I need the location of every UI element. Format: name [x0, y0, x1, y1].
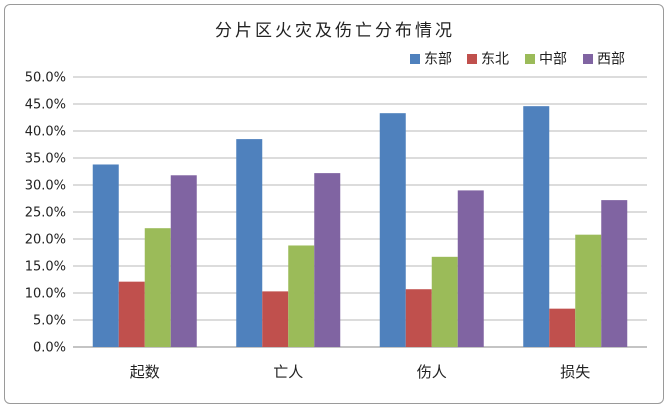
legend-label: 东北 — [481, 52, 509, 68]
y-tick-label: 0.0% — [33, 341, 66, 356]
legend-label: 东部 — [424, 52, 452, 68]
y-tick-label: 10.0% — [25, 287, 66, 302]
bar — [457, 190, 484, 347]
bar — [92, 164, 119, 347]
bar — [314, 173, 341, 347]
legend-label: 西部 — [597, 52, 625, 68]
bar — [118, 281, 145, 347]
chart-title: 分片区火灾及伤亡分布情况 — [215, 21, 455, 41]
x-category-label: 伤人 — [417, 363, 447, 381]
legend-swatch — [410, 54, 420, 64]
y-tick-label: 35.0% — [25, 152, 66, 167]
bars — [92, 106, 628, 348]
bar — [144, 228, 171, 347]
bar — [405, 289, 432, 347]
bar — [431, 256, 458, 347]
legend-swatch — [467, 54, 477, 64]
y-tick-label: 5.0% — [33, 314, 66, 329]
y-tick-label: 20.0% — [25, 233, 66, 248]
legend-label: 中部 — [539, 52, 567, 68]
y-tick-label: 50.0% — [25, 71, 66, 86]
x-category-label: 亡人 — [273, 363, 303, 381]
legend-swatch — [525, 54, 535, 64]
x-category-label: 损失 — [560, 363, 590, 381]
legend: 东部 东北 中部 西部 — [410, 52, 625, 68]
y-tick-label: 45.0% — [25, 98, 66, 113]
y-tick-label: 15.0% — [25, 260, 66, 275]
bar — [236, 139, 263, 347]
y-tick-label: 30.0% — [25, 179, 66, 194]
y-tick-label: 40.0% — [25, 125, 66, 140]
bar — [575, 234, 602, 347]
y-tick-label: 25.0% — [25, 206, 66, 221]
bar — [262, 291, 289, 347]
bar — [170, 175, 197, 347]
bar — [601, 200, 628, 347]
y-axis-ticks: 0.0% 5.0% 10.0% 15.0% 20.0% 25.0% 30.0% 35.0% 40… — [25, 71, 66, 356]
legend-swatch — [583, 54, 593, 64]
x-axis-categories: 起数 亡人 伤人 损失 — [130, 363, 591, 381]
bar — [379, 113, 406, 348]
bar — [549, 308, 576, 347]
bar — [288, 245, 315, 347]
x-category-label: 起数 — [130, 363, 160, 381]
bar — [523, 106, 550, 347]
